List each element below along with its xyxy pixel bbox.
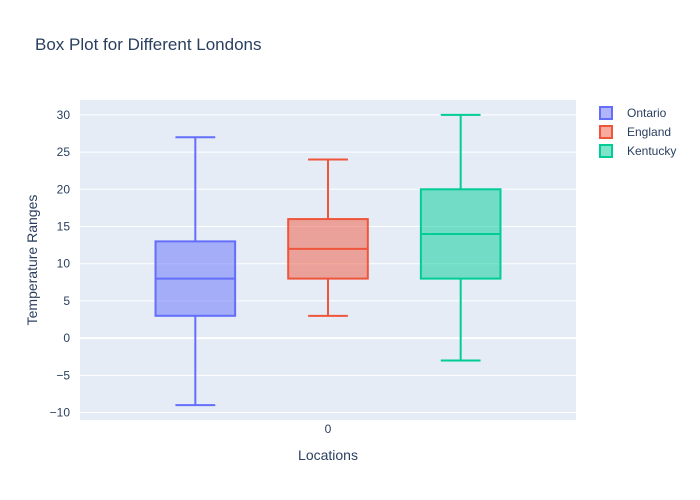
y-tick-label: 30: [57, 108, 71, 122]
y-tick-label: 0: [63, 331, 70, 345]
y-tick-label: −5: [56, 368, 70, 382]
y-tick-label: 20: [57, 182, 71, 196]
legend-label: Kentucky: [627, 144, 676, 158]
box-series-kentucky: [419, 113, 502, 362]
legend-item-england[interactable]: England: [599, 125, 671, 139]
legend-item-ontario[interactable]: Ontario: [599, 106, 667, 120]
box-series-ontario: [154, 136, 237, 407]
y-tick-label: 10: [57, 257, 71, 271]
y-tick-label: 25: [57, 145, 71, 159]
y-axis-ticks: −10 −5 0 5 10 15 20 25 30: [50, 108, 71, 420]
y-tick-label: 5: [63, 294, 70, 308]
legend-label: Ontario: [627, 106, 667, 120]
legend-label: England: [627, 125, 671, 139]
x-tick-label: 0: [325, 422, 332, 436]
legend-item-kentucky[interactable]: Kentucky: [599, 144, 676, 158]
legend: Ontario England Kentucky: [599, 106, 676, 158]
box-series-layer: [154, 113, 502, 407]
chart-title: Box Plot for Different Londons: [35, 35, 262, 54]
y-tick-label: 15: [57, 220, 71, 234]
legend-swatch: [599, 125, 613, 139]
y-axis-title: Temperature Ranges: [24, 195, 40, 326]
y-tick-label: −10: [50, 406, 71, 420]
legend-swatch: [599, 144, 613, 158]
x-axis-title: Locations: [298, 447, 358, 463]
legend-swatch: [599, 106, 613, 120]
box-series-england: [287, 158, 369, 317]
